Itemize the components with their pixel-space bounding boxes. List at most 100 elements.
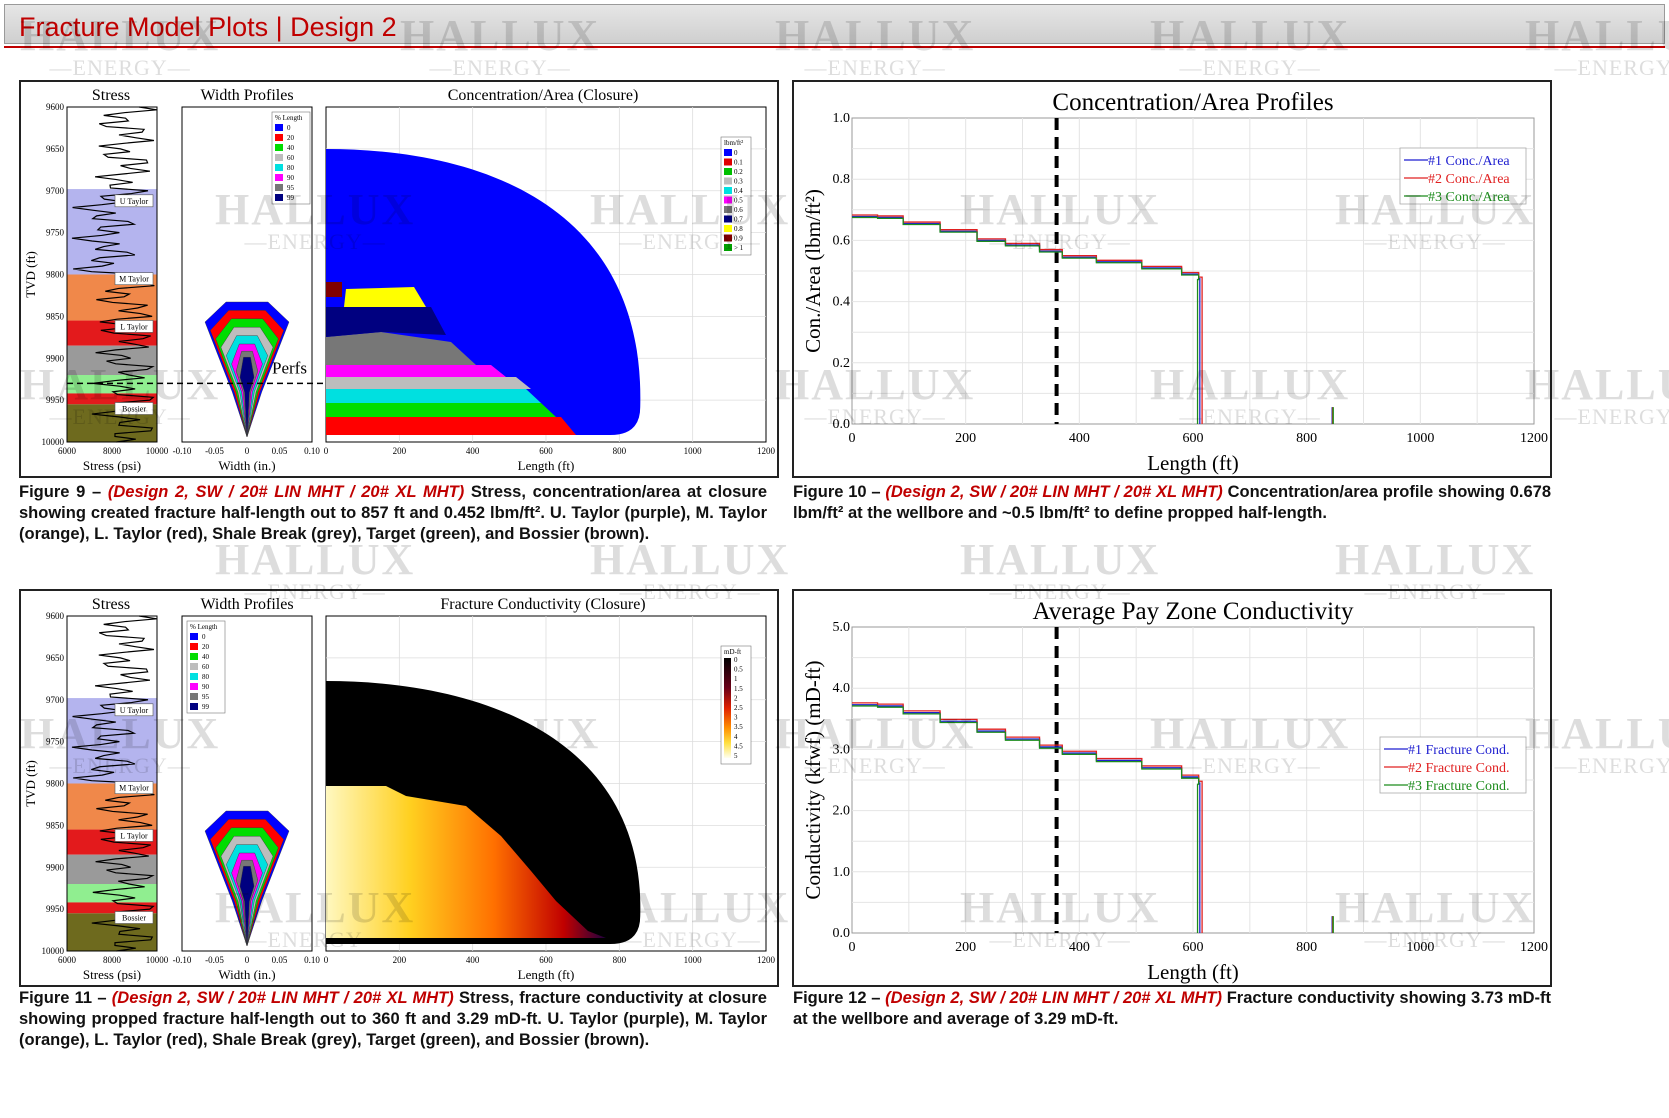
scale-legend-swatch [724, 225, 732, 232]
pct-legend-label: 99 [287, 194, 295, 202]
x-tick-label: 0 [849, 431, 856, 446]
zone-label: M Taylor [119, 784, 149, 793]
series-line [852, 216, 1200, 424]
figure-10-chart: Concentration/Area Profiles 0 200 400 600 800… [801, 89, 1548, 475]
depth-tick-label: 9850 [46, 820, 65, 830]
y-tick-label: 2.0 [833, 804, 851, 819]
zone-label: U Taylor [120, 197, 149, 206]
scale-legend-label: 3 [734, 714, 738, 722]
scale-legend-swatch [724, 234, 732, 242]
main-plot-title: Concentration/Area (Closure) [448, 87, 639, 104]
pct-legend-label: 40 [202, 653, 210, 661]
caption-design: (Design 2, SW / 20# LIN MHT / 20# XL MHT… [885, 483, 1223, 501]
zone-label-box [114, 829, 154, 842]
chart-title: Concentration/Area Profiles [1052, 89, 1333, 116]
pct-legend-label: 90 [202, 683, 210, 691]
scale-legend-label: 1 [734, 675, 738, 683]
width-track-title: Width Profiles [200, 596, 293, 613]
conc-contour-band [326, 282, 342, 297]
pct-legend-swatch [275, 194, 283, 201]
stress-tick-label: 6000 [58, 446, 77, 456]
length-tick-label: 0 [324, 446, 329, 456]
scale-legend-swatch [724, 177, 732, 185]
width-tick-label: -0.05 [205, 446, 224, 456]
figure-11-plot: Stress Width Profiles Fracture Conductivit… [23, 596, 776, 982]
y-tick-label: 0.6 [833, 233, 851, 248]
length-tick-label: 1000 [684, 955, 703, 965]
depth-tick-label: 9700 [46, 695, 65, 705]
stress-tick-label: 10000 [146, 446, 169, 456]
watermark-line2: —ENERGY— [429, 55, 571, 80]
legend-label: #3 Fracture Cond. [1408, 779, 1509, 794]
y-tick-label: 1.0 [833, 111, 851, 126]
y-tick-label: 0.0 [833, 417, 851, 432]
pct-legend-label: 90 [287, 174, 295, 182]
scale-legend-swatch [724, 158, 732, 166]
zone-label-box [114, 781, 154, 794]
y-tick-label: 1.0 [833, 865, 851, 880]
figure-10-panel: Concentration/Area Profiles 0 200 400 600 800… [792, 80, 1552, 478]
legend-label: #2 Fracture Cond. [1408, 761, 1509, 776]
pct-legend-swatch [190, 653, 198, 660]
depth-tick-label: 9850 [46, 311, 65, 321]
scale-legend-label: 0.5 [734, 666, 743, 674]
depth-tick-label: 9600 [46, 611, 65, 621]
caption-design: (Design 2, SW / 20# LIN MHT / 20# XL MHT… [111, 989, 454, 1007]
zone-band [67, 902, 157, 914]
y-tick-label: 0.8 [833, 172, 851, 187]
scale-legend-label: 0.4 [734, 187, 743, 195]
stress-axis-label: Stress (psi) [83, 458, 141, 473]
x-tick-label: 1000 [1406, 940, 1434, 955]
pct-legend-label: 80 [287, 164, 295, 172]
scale-legend-label: 0.8 [734, 225, 743, 233]
figure-11-caption: Figure 11 – (Design 2, SW / 20# LIN MHT … [19, 988, 767, 1051]
length-tick-label: 600 [539, 955, 553, 965]
page-banner: Fracture Model Plots | Design 2 [4, 4, 1665, 44]
scale-legend-label: 0.1 [734, 159, 743, 167]
y-axis-label: Con./Area (lbm/ft²) [801, 189, 825, 353]
length-tick-label: 600 [539, 446, 553, 456]
scale-legend-label: 0.5 [734, 197, 743, 205]
depth-tick-label: 9900 [46, 862, 65, 872]
scale-legend-swatch [724, 149, 732, 156]
caption-body: Stress, concentration/area at closure sh… [19, 483, 767, 543]
legend-label: #2 Conc./Area [1428, 172, 1510, 187]
width-profile-contour [239, 357, 255, 438]
length-tick-label: 800 [613, 446, 627, 456]
x-axis-label: Length (ft) [1147, 451, 1239, 475]
width-tick-label: 0.10 [304, 446, 320, 456]
figure-12-caption: Figure 12 – (Design 2, SW / 20# LIN MHT … [793, 988, 1551, 1030]
watermark-line2: —ENERGY— [1179, 55, 1321, 80]
pct-legend-label: 95 [287, 184, 295, 192]
figure-12-chart: Average Pay Zone Conductivity 0 200 400 600 8… [801, 598, 1548, 984]
pct-legend-label: 0 [202, 633, 206, 641]
zone-label: Bossier [122, 914, 146, 923]
conc-contour-band [326, 389, 541, 403]
scale-legend-swatch [724, 168, 732, 175]
scale-legend-label: 5 [734, 752, 738, 760]
stress-track-title: Stress [92, 596, 130, 613]
figure-9-panel: Stress Width Profiles Concentration/Area (… [19, 80, 779, 478]
figure-12-panel: Average Pay Zone Conductivity 0 200 400 600 8… [792, 589, 1552, 987]
stress-track-frame [66, 615, 158, 952]
y-tick-label: 4.0 [833, 681, 851, 696]
stress-tick-label: 6000 [58, 955, 77, 965]
pct-legend-swatch [190, 643, 198, 650]
pct-legend-title: % Length [190, 623, 218, 631]
depth-tick-label: 9600 [46, 102, 65, 112]
stress-tick-label: 8000 [103, 446, 122, 456]
figure-10-caption: Figure 10 – (Design 2, SW / 20# LIN MHT … [793, 482, 1551, 524]
scale-legend-label: 0.7 [734, 216, 743, 224]
zone-band [67, 393, 157, 405]
depth-tick-label: 9800 [46, 270, 65, 280]
scale-legend-swatch [724, 206, 732, 213]
caption-body: Concentration/area profile showing 0.678… [793, 483, 1551, 522]
scale-legend-swatch [724, 196, 732, 204]
depth-tick-label: 9900 [46, 353, 65, 363]
length-tick-label: 400 [466, 955, 480, 965]
y-tick-label: 0.4 [833, 295, 851, 310]
stress-axis-label: Stress (psi) [83, 967, 141, 982]
scale-legend-title: lbm/ft² [724, 139, 743, 147]
pct-legend-label: 40 [287, 144, 295, 152]
width-profile-contour [239, 866, 255, 947]
